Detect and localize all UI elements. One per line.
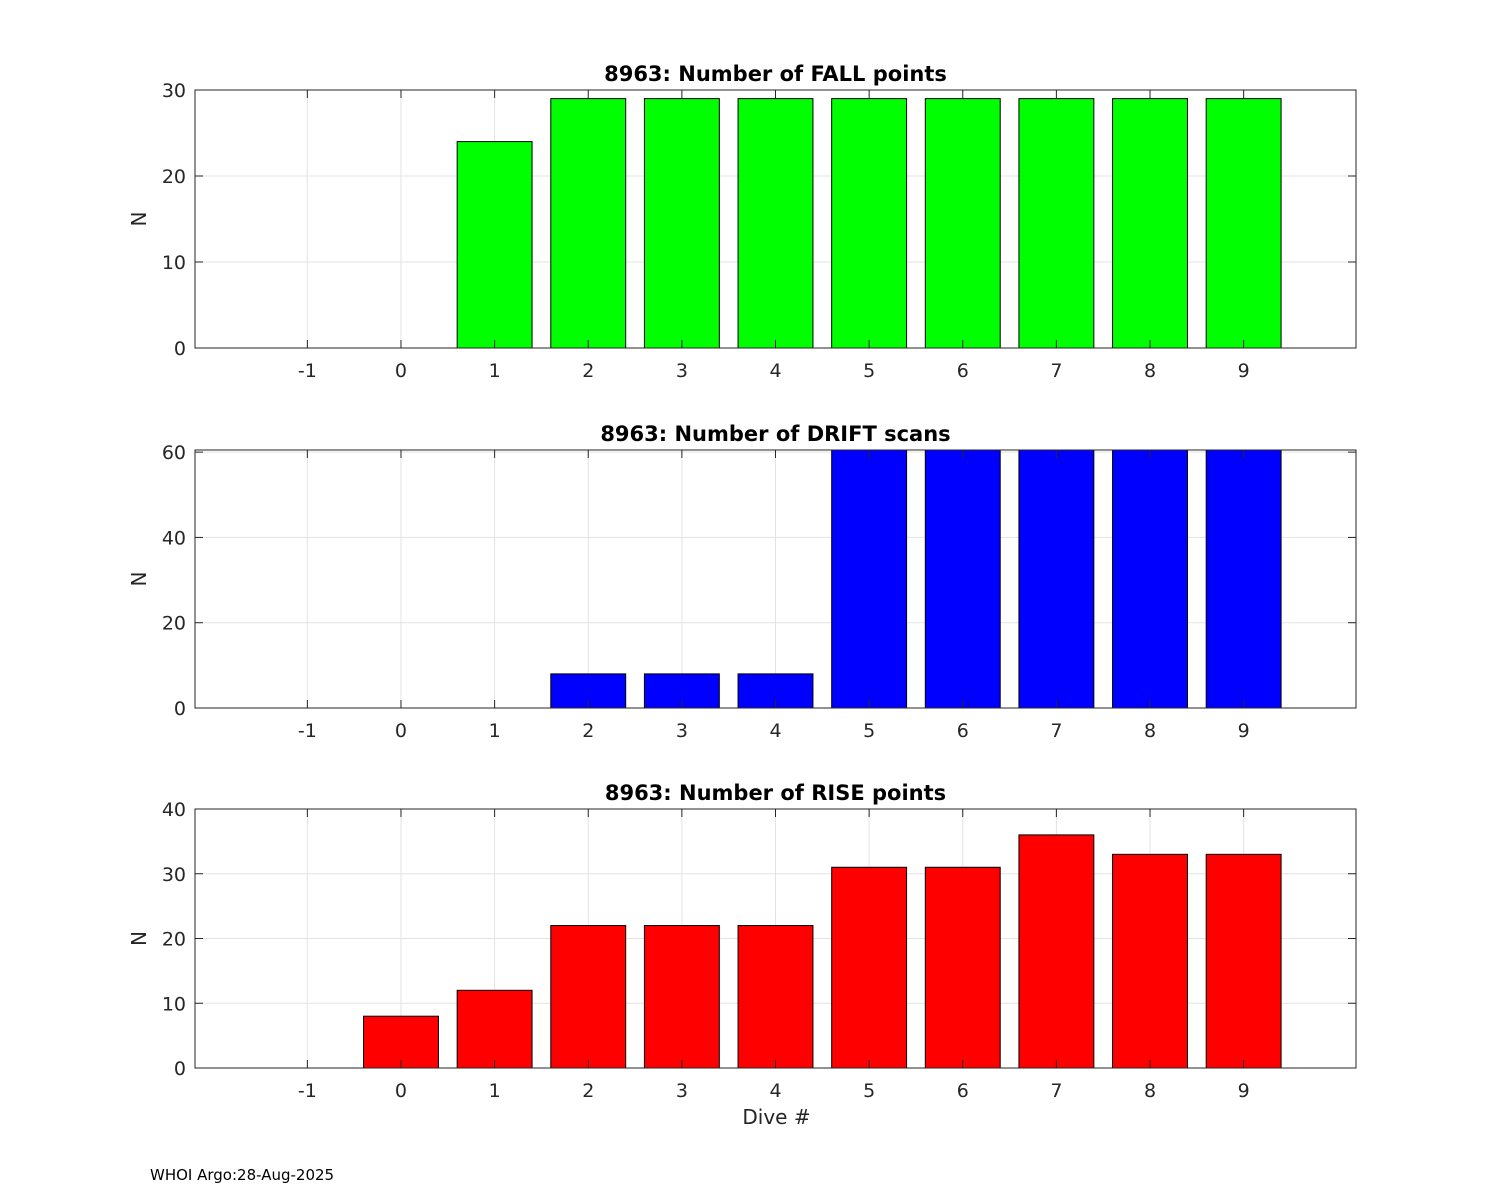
x-tick-label: 5 — [863, 720, 875, 742]
x-tick-label: 8 — [1144, 360, 1156, 382]
x-tick-label: 9 — [1238, 1080, 1250, 1102]
y-tick-label: 0 — [174, 338, 186, 360]
bar-dive-2 — [550, 925, 627, 1069]
x-tick-label: 7 — [1050, 720, 1062, 742]
y-tick-label: 20 — [162, 613, 186, 635]
x-tick-label: 3 — [676, 1080, 688, 1102]
x-tick-label: 4 — [769, 360, 781, 382]
y-tick-label: 30 — [162, 80, 186, 102]
bar-dive-5 — [831, 98, 908, 349]
bar-dive-4 — [737, 98, 814, 349]
bar-dive-6 — [924, 449, 1001, 709]
x-tick-label: 2 — [582, 1080, 594, 1102]
bar-dive-1 — [456, 989, 533, 1069]
bar-dive-5 — [831, 866, 908, 1069]
x-tick-label: 6 — [957, 360, 969, 382]
y-tick-label: 10 — [162, 252, 186, 274]
bar-dive-6 — [924, 98, 1001, 349]
chart-panel-2: -1 0 1 2 3 4 5 6 7 8 9 0 20 40 60 8963: Number of DRIFT… — [127, 422, 1357, 742]
y-tick-label: 0 — [174, 1058, 186, 1080]
x-tick-label: 1 — [489, 360, 501, 382]
bar-dive-9 — [1205, 853, 1282, 1069]
y-tick-label: 0 — [174, 698, 186, 720]
chart-title: 8963: Number of DRIFT scans — [600, 422, 950, 446]
bar-dive-8 — [1112, 853, 1188, 1069]
y-axis-label: N — [127, 931, 151, 946]
x-tick-label: 0 — [395, 1080, 407, 1102]
x-tick-label: 0 — [395, 720, 407, 742]
x-tick-label: 7 — [1050, 360, 1062, 382]
x-tick-label: 2 — [582, 360, 594, 382]
bar-dive-0 — [363, 1015, 439, 1069]
x-tick-label: -1 — [298, 360, 317, 382]
x-tick-label: 6 — [957, 1080, 969, 1102]
y-tick-label: 30 — [162, 864, 186, 886]
bar-dive-3 — [643, 925, 720, 1069]
bar-dive-9 — [1205, 449, 1282, 709]
bar-dive-7 — [1018, 98, 1095, 349]
x-tick-label: 6 — [957, 720, 969, 742]
x-tick-label: 9 — [1238, 720, 1250, 742]
x-tick-label: 8 — [1144, 1080, 1156, 1102]
y-tick-label: 40 — [162, 527, 186, 549]
bar-dive-8 — [1112, 449, 1188, 709]
x-tick-label: 2 — [582, 720, 594, 742]
bar-dive-2 — [550, 98, 627, 349]
footer-credit: WHOI Argo:28-Aug-2025 — [150, 1166, 335, 1184]
x-tick-label: 5 — [863, 1080, 875, 1102]
bar-dive-9 — [1205, 98, 1282, 349]
bar-dive-7 — [1018, 834, 1095, 1069]
y-axis-label: N — [127, 572, 151, 587]
x-tick-label: 7 — [1050, 1080, 1062, 1102]
x-tick-label: -1 — [298, 720, 317, 742]
y-tick-label: 60 — [162, 442, 186, 464]
chart-title: 8963: Number of RISE points — [605, 781, 946, 805]
x-tick-label: 3 — [676, 360, 688, 382]
y-tick-label: 10 — [162, 993, 186, 1015]
x-tick-label: 4 — [769, 720, 781, 742]
x-tick-label: 9 — [1238, 360, 1250, 382]
bar-dive-3 — [643, 98, 720, 349]
bar-dive-5 — [831, 449, 908, 709]
x-tick-label: 0 — [395, 360, 407, 382]
x-tick-label: -1 — [298, 1080, 317, 1102]
bar-dive-1 — [456, 141, 533, 349]
bar-dive-6 — [924, 866, 1001, 1069]
y-tick-label: 40 — [162, 799, 186, 821]
x-tick-label: 4 — [769, 1080, 781, 1102]
chart-panel-1: -1 0 1 2 3 4 5 6 7 8 9 0 10 20 30 8963: Number of FALL … — [127, 62, 1357, 382]
x-tick-label: 8 — [1144, 720, 1156, 742]
bar-dive-7 — [1018, 449, 1095, 709]
bar-dive-4 — [737, 925, 814, 1069]
x-tick-label: 5 — [863, 360, 875, 382]
y-tick-label: 20 — [162, 929, 186, 951]
chart-title: 8963: Number of FALL points — [604, 62, 947, 86]
chart-panel-3: -1 0 1 2 3 4 5 6 7 8 9 0 10 20 30 40 8963: Number of RIS… — [127, 781, 1357, 1129]
x-tick-label: 1 — [489, 720, 501, 742]
x-tick-label: 3 — [676, 720, 688, 742]
bar-dive-8 — [1112, 98, 1188, 349]
y-tick-label: 20 — [162, 166, 186, 188]
y-axis-label: N — [127, 212, 151, 227]
x-tick-label: 1 — [489, 1080, 501, 1102]
x-axis-label: Dive # — [742, 1105, 810, 1129]
